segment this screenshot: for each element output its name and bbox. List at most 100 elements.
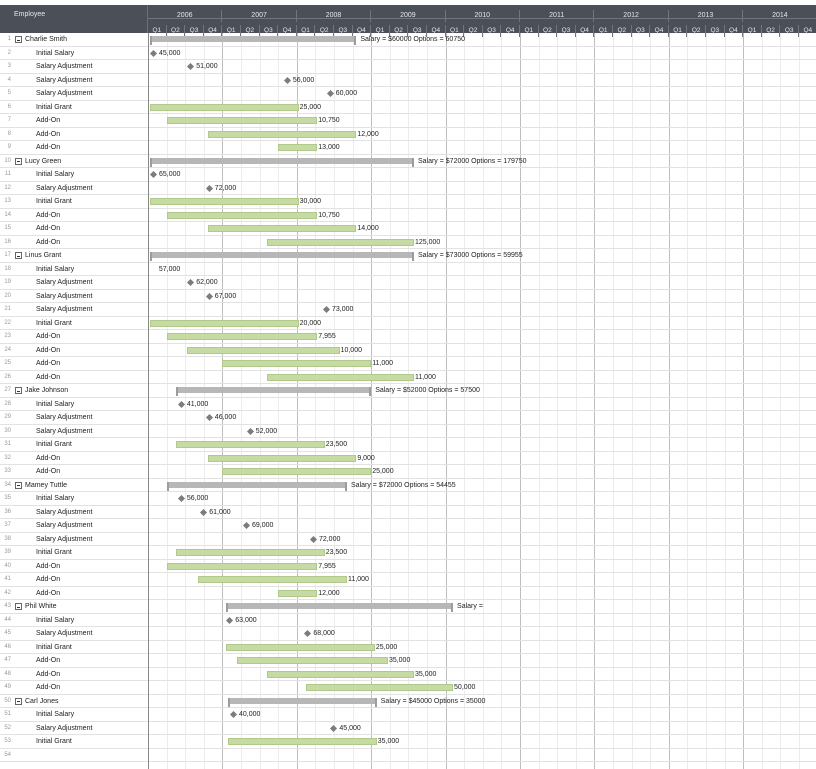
task-bar[interactable]: [207, 225, 357, 232]
table-row[interactable]: 24 Add-On 10,000: [0, 344, 816, 357]
table-row[interactable]: 51 Initial Salary 40,000: [0, 708, 816, 722]
table-row[interactable]: 31 Initial Grant 23,500: [0, 438, 816, 452]
task-bar[interactable]: [149, 103, 299, 111]
table-row[interactable]: 12 Salary Adjustment 72,000: [0, 182, 816, 195]
table-row[interactable]: 41 Add-On 11,000: [0, 573, 816, 587]
milestone-diamond-icon[interactable]: [205, 292, 213, 300]
task-bar[interactable]: [207, 454, 357, 462]
table-row[interactable]: 46 Initial Grant 25,000: [0, 641, 816, 654]
table-row[interactable]: 4 Salary Adjustment 56,000: [0, 74, 816, 87]
task-bar[interactable]: [267, 238, 414, 246]
table-row[interactable]: 29 Salary Adjustment 46,000: [0, 411, 816, 425]
milestone-diamond-icon[interactable]: [187, 62, 195, 71]
summary-bar[interactable]: [226, 603, 454, 612]
table-row[interactable]: 20 Salary Adjustment 67,000: [0, 290, 816, 303]
task-bar[interactable]: [267, 670, 414, 678]
task-bar[interactable]: [267, 373, 414, 381]
table-row[interactable]: 19 Salary Adjustment 62,000: [0, 276, 816, 290]
table-row[interactable]: 32 Add-On 9,000: [0, 452, 816, 465]
task-bar[interactable]: [166, 211, 318, 219]
task-bar[interactable]: [149, 198, 299, 205]
table-row[interactable]: 49 Add-On 50,000: [0, 681, 816, 695]
collapse-toggle-icon[interactable]: [15, 36, 22, 43]
table-row[interactable]: 35 Initial Salary 56,000: [0, 492, 816, 506]
table-row[interactable]: 8 Add-On 12,000: [0, 128, 816, 141]
milestone-diamond-icon[interactable]: [330, 724, 338, 732]
table-row[interactable]: 26 Add-On 11,000: [0, 371, 816, 384]
table-row[interactable]: 5 Salary Adjustment 60,000: [0, 87, 816, 101]
table-row[interactable]: 15 Add-On 14,000: [0, 222, 816, 236]
milestone-diamond-icon[interactable]: [149, 49, 158, 57]
table-row[interactable]: 6 Initial Grant 25,000: [0, 101, 816, 114]
milestone-diamond-icon[interactable]: [326, 89, 334, 98]
milestone-diamond-icon[interactable]: [309, 535, 317, 543]
milestone-diamond-icon[interactable]: [242, 521, 251, 530]
milestone-diamond-icon[interactable]: [246, 427, 254, 435]
table-row[interactable]: 54: [0, 749, 816, 762]
task-bar[interactable]: [226, 643, 375, 651]
table-row[interactable]: 53 Initial Grant 35,000: [0, 735, 816, 749]
summary-bar[interactable]: [175, 387, 372, 396]
task-bar[interactable]: [166, 562, 318, 570]
table-row[interactable]: 44 Initial Salary 63,000: [0, 614, 816, 627]
summary-bar[interactable]: [149, 157, 415, 167]
collapse-toggle-icon[interactable]: [15, 387, 22, 394]
summary-bar[interactable]: [227, 697, 377, 707]
task-bar[interactable]: [278, 144, 318, 151]
milestone-diamond-icon[interactable]: [149, 170, 158, 179]
milestone-diamond-icon[interactable]: [177, 400, 185, 408]
table-row[interactable]: 3 Salary Adjustment 51,000: [0, 60, 816, 74]
table-row[interactable]: 34 Mamey Tuttle Salary = $72000 Options = …: [0, 479, 816, 492]
table-row[interactable]: 39 Initial Grant 23,500: [0, 546, 816, 560]
table-row[interactable]: 33 Add-On 25,000: [0, 465, 816, 479]
task-bar[interactable]: [227, 738, 377, 745]
task-bar[interactable]: [187, 346, 340, 354]
collapse-toggle-icon[interactable]: [15, 697, 22, 705]
summary-bar[interactable]: [149, 36, 357, 45]
task-bar[interactable]: [149, 319, 299, 327]
table-row[interactable]: 52 Salary Adjustment 45,000: [0, 722, 816, 735]
collapse-toggle-icon[interactable]: [15, 481, 22, 489]
table-row[interactable]: 45 Salary Adjustment 68,000: [0, 627, 816, 641]
table-row[interactable]: 36 Salary Adjustment 61,000: [0, 506, 816, 519]
table-row[interactable]: 21 Salary Adjustment 73,000: [0, 303, 816, 317]
table-row[interactable]: 27 Jake Johnson Salary = $52000 Options = …: [0, 384, 816, 398]
milestone-diamond-icon[interactable]: [283, 76, 291, 84]
table-row[interactable]: 7 Add-On 10,750: [0, 114, 816, 128]
milestone-diamond-icon[interactable]: [200, 508, 208, 516]
milestone-diamond-icon[interactable]: [205, 184, 213, 192]
task-bar[interactable]: [166, 333, 318, 340]
task-bar[interactable]: [222, 468, 372, 475]
milestone-diamond-icon[interactable]: [226, 616, 234, 624]
table-row[interactable]: 47 Add-On 35,000: [0, 654, 816, 668]
milestone-diamond-icon[interactable]: [322, 305, 331, 314]
table-row[interactable]: 18 Initial Salary 57,000: [0, 263, 816, 276]
task-bar[interactable]: [222, 360, 372, 367]
table-row[interactable]: 10 Lucy Green Salary = $72000 Options = 17…: [0, 155, 816, 168]
table-row[interactable]: 1 Charlie Smith Salary = $60000 Options = …: [0, 33, 816, 47]
summary-bar[interactable]: [166, 481, 348, 491]
milestone-diamond-icon[interactable]: [187, 278, 195, 287]
task-bar[interactable]: [166, 117, 318, 124]
milestone-diamond-icon[interactable]: [177, 494, 185, 503]
table-row[interactable]: 30 Salary Adjustment 52,000: [0, 425, 816, 438]
milestone-diamond-icon[interactable]: [304, 629, 312, 638]
table-row[interactable]: 11 Initial Salary 65,000: [0, 168, 816, 182]
table-row[interactable]: 37 Salary Adjustment 69,000: [0, 519, 816, 533]
task-bar[interactable]: [306, 684, 454, 691]
table-row[interactable]: 22 Initial Grant 20,000: [0, 317, 816, 330]
milestone-diamond-icon[interactable]: [205, 413, 213, 422]
milestone-diamond-icon[interactable]: [229, 710, 238, 719]
collapse-toggle-icon[interactable]: [15, 157, 22, 165]
collapse-toggle-icon[interactable]: [15, 603, 22, 610]
table-row[interactable]: 50 Carl Jones Salary = $45000 Options = 35…: [0, 695, 816, 708]
table-row[interactable]: 48 Add-On 35,000: [0, 668, 816, 681]
table-row[interactable]: 42 Add-On 12,000: [0, 587, 816, 600]
summary-bar[interactable]: [149, 252, 415, 261]
table-row[interactable]: 9 Add-On 13,000: [0, 141, 816, 155]
table-row[interactable]: 16 Add-On 125,000: [0, 236, 816, 249]
task-bar[interactable]: [207, 130, 357, 138]
table-row[interactable]: 40 Add-On 7,955: [0, 560, 816, 573]
task-bar[interactable]: [237, 657, 388, 664]
task-bar[interactable]: [175, 441, 325, 448]
